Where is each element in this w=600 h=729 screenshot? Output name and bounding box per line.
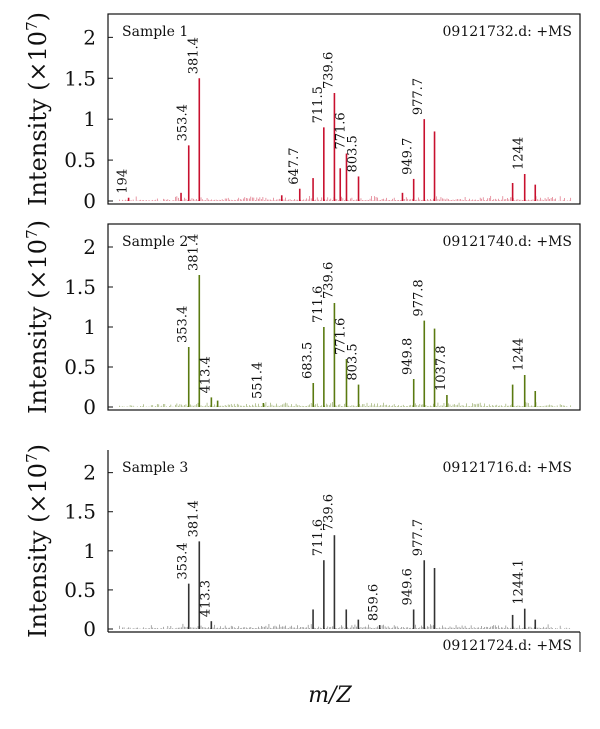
peak-label: 711.6	[311, 286, 326, 323]
peak-label: 353.4	[176, 542, 191, 579]
y-tick-label: 0	[83, 395, 96, 419]
panel-title: Sample 2	[122, 234, 188, 250]
y-tick-label: 1	[83, 315, 96, 339]
plot-frame	[107, 223, 581, 411]
y-tick-label: 0.5	[64, 578, 96, 602]
y-tick-label: 1	[83, 539, 96, 563]
panel-title: Sample 1	[122, 24, 188, 40]
peak-label: 739.6	[321, 494, 336, 531]
peak-label: 949.6	[401, 568, 416, 605]
y-tick-label: 0.5	[64, 355, 96, 379]
peak-label: 353.4	[176, 104, 191, 141]
peak-label: 381.4	[186, 37, 201, 74]
peak-label: 1244.1	[512, 559, 527, 605]
peak-label: 977.7	[411, 519, 426, 556]
peak-label: 381.4	[186, 234, 201, 271]
y-axis-label: Intensity (×107)	[23, 444, 52, 638]
y-tick-label: 0	[83, 189, 96, 213]
peak-label: 771.6	[333, 112, 348, 149]
peak-label: 1244	[512, 338, 527, 371]
peak-label: 771.6	[333, 318, 348, 355]
peak-label: 381.4	[186, 500, 201, 537]
peak-label: 1037.8	[434, 346, 449, 392]
y-tick-label: 2	[83, 25, 96, 49]
file-label: 09121716.d: +MS	[443, 460, 573, 476]
y-tick-label: 0.5	[64, 148, 96, 172]
spectrum-panel-3: 0 0.5 1 1.5 2 Intensity (×107) Sample 3 0912171…	[23, 444, 581, 654]
peak-label: 683.5	[300, 342, 315, 379]
baseline-noise	[119, 623, 572, 629]
file-label: 09121732.d: +MS	[443, 24, 573, 40]
panel-title: Sample 3	[122, 460, 188, 476]
spectrum-panel-2: 0 0.5 1 1.5 2 Intensity (×107) Sample 2 0912174…	[23, 220, 581, 419]
peak-label: 803.5	[346, 135, 361, 172]
file-label: 09121740.d: +MS	[443, 234, 573, 250]
y-tick-label: 1.5	[64, 275, 96, 299]
peak-label: 711.5	[311, 86, 326, 123]
peak-label: 711.6	[311, 519, 326, 556]
peak-label: 1244	[512, 137, 527, 170]
peak-label: 353.4	[176, 306, 191, 343]
y-axis-label: Intensity (×107)	[23, 220, 52, 414]
peak-label: 949.8	[401, 338, 416, 375]
y-tick-label: 1.5	[64, 66, 96, 90]
peak-label: 739.6	[321, 262, 336, 299]
peak-label: 859.6	[367, 584, 382, 621]
x-axis-label: m/Z	[308, 683, 352, 708]
peak-label: 647.7	[287, 148, 302, 185]
plot-frame	[107, 13, 581, 205]
peak-label: 949.7	[401, 138, 416, 175]
y-axis-label: Intensity (×107)	[23, 12, 52, 206]
spectrum-panel-1: 0 0.5 1 1.5 2 Intensity (×107) Sample 1 0912173…	[23, 12, 581, 213]
peak-label: 551.4	[250, 362, 265, 399]
y-tick-label: 2	[83, 235, 96, 259]
y-tick-label: 0	[83, 617, 96, 641]
y-tick-label: 2	[83, 461, 96, 485]
peak-label: 977.8	[411, 279, 426, 316]
peak-label: 194	[116, 169, 131, 194]
y-tick-label: 1	[83, 107, 96, 131]
peak-label: 413.3	[198, 580, 213, 617]
y-tick-label: 1.5	[64, 500, 96, 524]
file-label-secondary: 09121724.d: +MS	[443, 638, 573, 654]
peak-label: 739.6	[321, 52, 336, 89]
peak-label: 803.5	[346, 343, 361, 380]
peak-label: 977.7	[411, 78, 426, 115]
peak-label: 413.4	[198, 356, 213, 393]
